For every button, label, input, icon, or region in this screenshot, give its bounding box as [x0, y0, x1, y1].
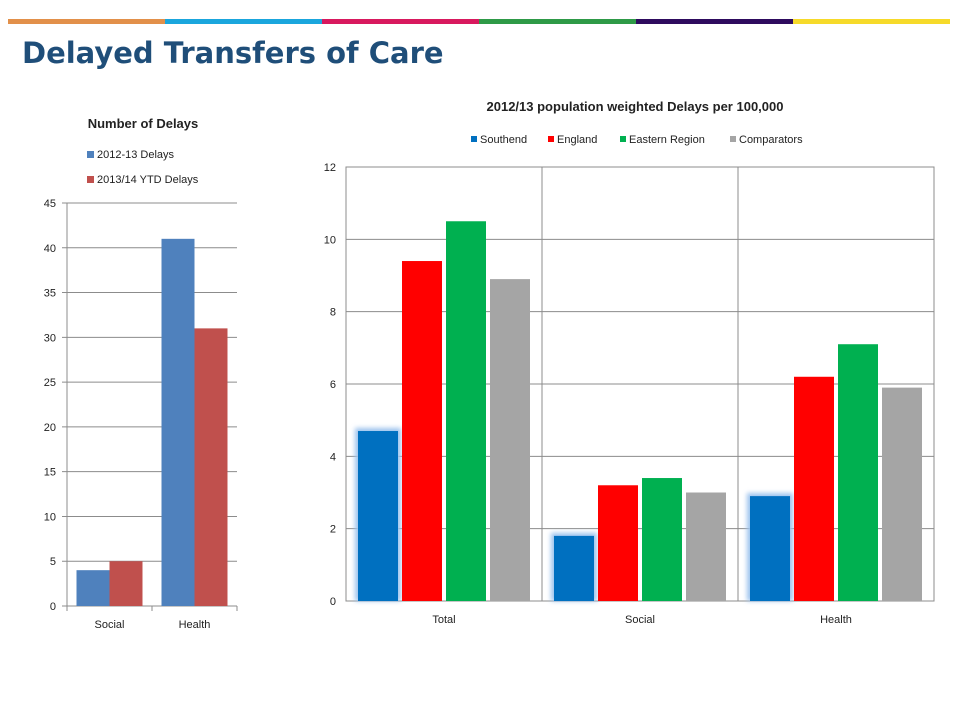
chart1-title: Number of Delays — [88, 116, 199, 131]
bar-2012-13-delays-social — [76, 570, 110, 606]
header-color-band — [8, 19, 950, 24]
chart1-y-tick-label: 35 — [44, 288, 56, 300]
color-band-segment — [636, 19, 793, 24]
chart1-x-tick-label: Social — [95, 619, 125, 631]
chart1-y-tick-label: 0 — [50, 601, 56, 613]
legend-swatch-2012-13-delays — [87, 151, 94, 158]
chart1-x-tick-label: Health — [179, 619, 211, 631]
color-band-segment — [322, 19, 479, 24]
bar-2013-14-ytd-delays-social — [109, 561, 143, 606]
color-band-segment — [793, 19, 950, 24]
page-title: Delayed Transfers of Care — [22, 36, 444, 70]
chart1-y-tick-label: 45 — [44, 198, 56, 210]
legend-swatch-2013-14-ytd-delays — [87, 176, 94, 183]
legend-label-2013-14-ytd-delays: 2013/14 YTD Delays — [97, 174, 199, 186]
chart1-y-tick-label: 25 — [44, 377, 56, 389]
legend-label-2012-13-delays: 2012-13 Delays — [97, 149, 175, 161]
chart1-y-tick-label: 40 — [44, 243, 56, 255]
chart1-y-axis: 0 5 10 15 20 25 30 35 40 45 — [44, 198, 68, 613]
chart1-y-tick-label: 30 — [44, 332, 56, 344]
bar-2013-14-ytd-delays-health — [194, 328, 228, 606]
chart1-y-tick-label: 5 — [50, 556, 56, 568]
color-band-segment — [479, 19, 636, 24]
chart1-y-tick-label: 15 — [44, 467, 56, 479]
color-band-segment — [8, 19, 165, 24]
chart1-bars — [76, 238, 228, 607]
chart1-legend: 2012-13 Delays 2013/14 YTD Delays — [87, 149, 199, 186]
chart1-y-tick-label: 20 — [44, 422, 56, 434]
chart1-y-tick-label: 10 — [44, 511, 56, 523]
color-band-segment — [165, 19, 322, 24]
chart1-x-axis: Social Health — [95, 619, 211, 631]
bar-2012-13-delays-health — [161, 238, 195, 607]
